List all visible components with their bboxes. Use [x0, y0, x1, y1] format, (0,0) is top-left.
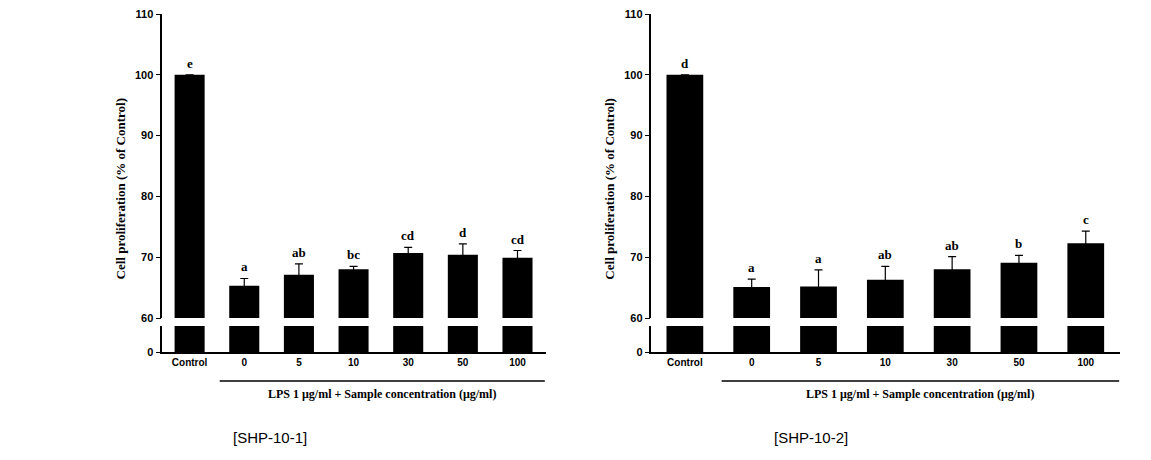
svg-text:[SHP-10-2]: [SHP-10-2] — [774, 429, 848, 446]
svg-text:0: 0 — [241, 357, 247, 368]
svg-text:Control: Control — [667, 357, 703, 368]
svg-text:90: 90 — [141, 129, 153, 141]
svg-text:ab: ab — [878, 247, 892, 262]
svg-text:80: 80 — [630, 190, 642, 202]
svg-text:30: 30 — [947, 357, 959, 368]
svg-text:e: e — [187, 56, 193, 71]
svg-text:LPS 1 μg/ml + Sample concentra: LPS 1 μg/ml + Sample concentration (μg/m… — [268, 387, 496, 401]
svg-text:100: 100 — [509, 357, 526, 368]
svg-text:ab: ab — [292, 245, 306, 260]
svg-text:Control: Control — [172, 357, 208, 368]
svg-text:d: d — [681, 56, 689, 71]
svg-text:60: 60 — [141, 312, 153, 324]
svg-text:10: 10 — [880, 357, 892, 368]
svg-text:b: b — [1015, 236, 1022, 251]
svg-text:Cell proliferation (% of Contr: Cell proliferation (% of Control) — [113, 98, 128, 280]
svg-text:70: 70 — [630, 251, 642, 263]
svg-text:10: 10 — [348, 357, 360, 368]
svg-text:0: 0 — [147, 346, 153, 358]
svg-text:0: 0 — [749, 357, 755, 368]
svg-text:100: 100 — [624, 69, 642, 81]
svg-text:100: 100 — [1077, 357, 1094, 368]
svg-text:90: 90 — [630, 129, 642, 141]
svg-text:LPS 1 μg/ml + Sample concentra: LPS 1 μg/ml + Sample concentration (μg/m… — [806, 387, 1034, 401]
svg-text:0: 0 — [636, 346, 642, 358]
svg-text:bc: bc — [347, 247, 360, 262]
svg-text:d: d — [459, 225, 467, 240]
svg-text:50: 50 — [457, 357, 469, 368]
svg-text:[SHP-10-1]: [SHP-10-1] — [233, 429, 307, 446]
svg-text:30: 30 — [403, 357, 415, 368]
svg-text:a: a — [748, 260, 755, 275]
svg-text:a: a — [815, 251, 822, 266]
svg-text:Cell proliferation (% of Contr: Cell proliferation (% of Control) — [602, 98, 617, 280]
svg-text:a: a — [241, 259, 248, 274]
svg-text:100: 100 — [135, 69, 153, 81]
svg-text:110: 110 — [625, 8, 643, 20]
svg-text:80: 80 — [141, 190, 153, 202]
svg-text:cd: cd — [511, 232, 525, 247]
svg-text:70: 70 — [141, 251, 153, 263]
svg-text:c: c — [1083, 212, 1089, 227]
svg-text:5: 5 — [296, 357, 302, 368]
svg-text:ab: ab — [945, 238, 959, 253]
svg-text:5: 5 — [816, 357, 822, 368]
svg-text:50: 50 — [1013, 357, 1025, 368]
svg-text:60: 60 — [630, 312, 642, 324]
svg-text:110: 110 — [136, 8, 154, 20]
svg-text:cd: cd — [401, 228, 415, 243]
